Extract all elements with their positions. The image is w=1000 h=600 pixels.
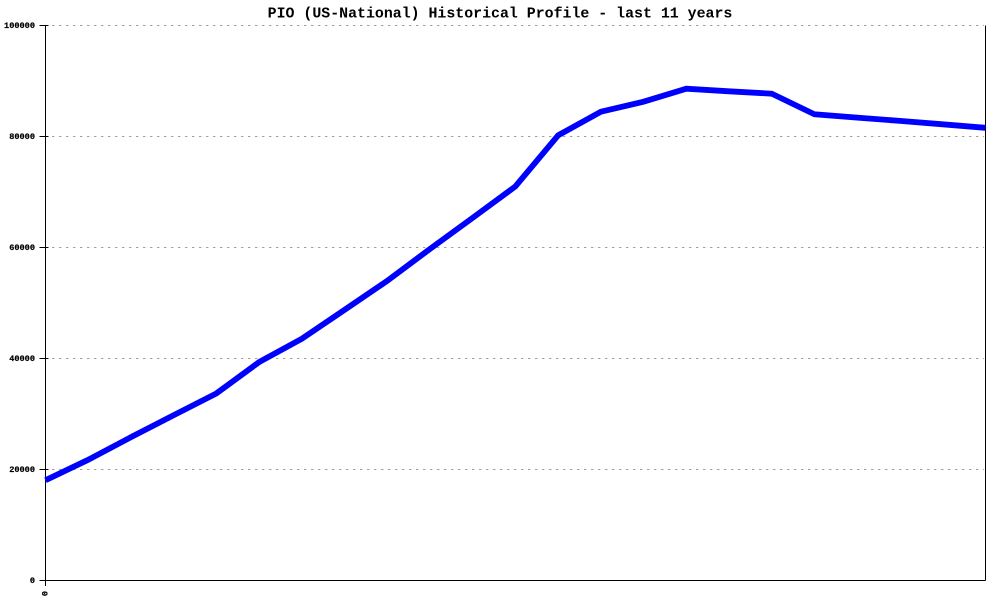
svg-text:100000: 100000 — [4, 21, 35, 31]
svg-text:60000: 60000 — [9, 243, 35, 253]
svg-text:40000: 40000 — [9, 354, 35, 364]
svg-text:PIO (US-National) Historical P: PIO (US-National) Historical Profile - l… — [268, 6, 733, 22]
svg-text:80000: 80000 — [9, 132, 35, 142]
svg-text:0: 0 — [30, 576, 35, 586]
svg-text:0: 0 — [40, 591, 50, 596]
svg-text:20000: 20000 — [9, 465, 35, 475]
